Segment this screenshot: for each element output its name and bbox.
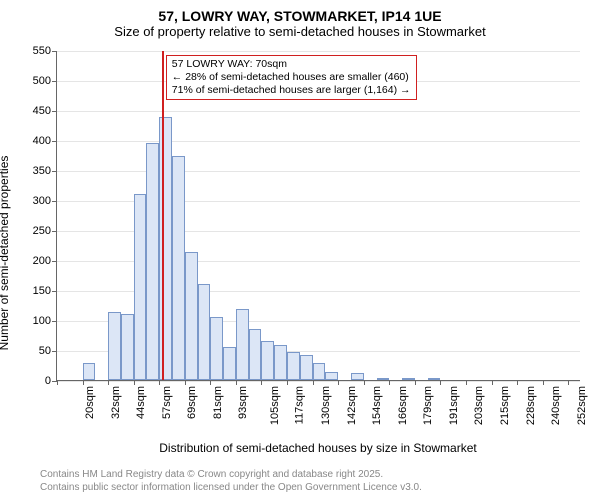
x-tick-label: 93sqm — [237, 386, 249, 419]
histogram-bar — [198, 284, 211, 380]
chart-area: Number of semi-detached properties 05010… — [0, 43, 600, 463]
x-tick-mark — [466, 380, 467, 385]
x-tick-mark — [159, 380, 160, 385]
x-tick-label: 81sqm — [212, 386, 224, 419]
histogram-bar — [108, 312, 121, 380]
x-tick-label: 215sqm — [499, 386, 511, 425]
y-tick-label: 350 — [33, 165, 57, 177]
x-tick-mark — [415, 380, 416, 385]
y-tick-label: 150 — [33, 285, 57, 297]
x-tick-mark — [338, 380, 339, 385]
annotation-box: 57 LOWRY WAY: 70sqm ← 28% of semi-detach… — [166, 55, 417, 100]
x-tick-label: 20sqm — [84, 386, 96, 419]
histogram-bar — [300, 355, 313, 380]
y-tick-label: 50 — [39, 345, 57, 357]
x-tick-label: 142sqm — [346, 386, 358, 425]
x-tick-mark — [210, 380, 211, 385]
y-tick-label: 0 — [45, 375, 57, 387]
y-tick-label: 500 — [33, 75, 57, 87]
x-tick-label: 252sqm — [576, 386, 588, 425]
histogram-bar — [223, 347, 236, 380]
histogram-bar — [121, 314, 134, 380]
x-tick-mark — [364, 380, 365, 385]
annotation-line1: 57 LOWRY WAY: 70sqm — [172, 58, 411, 71]
histogram-bar — [185, 252, 198, 380]
histogram-bar — [351, 373, 364, 380]
x-axis-label: Distribution of semi-detached houses by … — [56, 441, 580, 455]
footer-line2: Contains public sector information licen… — [40, 482, 422, 495]
y-tick-label: 450 — [33, 105, 57, 117]
y-tick-label: 200 — [33, 255, 57, 267]
x-tick-mark — [83, 380, 84, 385]
x-tick-label: 203sqm — [474, 386, 486, 425]
gridline — [57, 111, 580, 112]
x-tick-mark — [389, 380, 390, 385]
histogram-bar — [236, 309, 249, 380]
histogram-bar — [274, 345, 287, 380]
y-tick-label: 100 — [33, 315, 57, 327]
x-tick-mark — [568, 380, 569, 385]
gridline — [57, 141, 580, 142]
histogram-bar — [428, 378, 441, 380]
x-tick-label: 117sqm — [294, 386, 306, 424]
histogram-bar — [325, 372, 338, 380]
x-tick-label: 228sqm — [525, 386, 537, 425]
x-tick-mark — [57, 380, 58, 385]
x-tick-mark — [517, 380, 518, 385]
y-tick-label: 250 — [33, 225, 57, 237]
x-tick-label: 57sqm — [161, 386, 173, 419]
histogram-bar — [261, 341, 274, 380]
x-tick-mark — [261, 380, 262, 385]
gridline — [57, 171, 580, 172]
histogram-bar — [134, 194, 147, 380]
x-tick-label: 154sqm — [371, 386, 383, 425]
footer-line1: Contains HM Land Registry data © Crown c… — [40, 469, 422, 482]
x-tick-label: 240sqm — [550, 386, 562, 425]
gridline — [57, 381, 580, 382]
x-tick-mark — [287, 380, 288, 385]
x-tick-label: 179sqm — [422, 386, 434, 425]
chart-title: 57, LOWRY WAY, STOWMARKET, IP14 1UE — [0, 0, 600, 24]
histogram-bar — [83, 363, 96, 380]
histogram-bar — [172, 156, 185, 380]
annotation-line2: ← 28% of semi-detached houses are smalle… — [172, 71, 411, 84]
x-tick-mark — [134, 380, 135, 385]
footer-attribution: Contains HM Land Registry data © Crown c… — [40, 469, 422, 494]
x-tick-mark — [543, 380, 544, 385]
reference-line — [162, 51, 164, 380]
x-tick-label: 69sqm — [186, 386, 198, 419]
annotation-line3: 71% of semi-detached houses are larger (… — [172, 84, 411, 97]
y-tick-label: 550 — [33, 45, 57, 57]
x-tick-mark — [236, 380, 237, 385]
x-tick-label: 191sqm — [448, 386, 460, 425]
histogram-bar — [210, 317, 223, 380]
histogram-bar — [287, 352, 300, 380]
x-tick-mark — [492, 380, 493, 385]
x-tick-label: 32sqm — [110, 386, 122, 419]
histogram-bar — [249, 329, 262, 380]
y-axis-label: Number of semi-detached properties — [0, 156, 11, 351]
histogram-bar — [313, 363, 326, 380]
x-tick-label: 44sqm — [135, 386, 147, 419]
plot-area: 05010015020025030035040045050055020sqm32… — [56, 51, 580, 381]
histogram-bar — [146, 143, 159, 380]
histogram-bar — [402, 378, 415, 380]
y-tick-label: 300 — [33, 195, 57, 207]
y-tick-label: 400 — [33, 135, 57, 147]
gridline — [57, 51, 580, 52]
x-tick-mark — [108, 380, 109, 385]
x-tick-label: 105sqm — [269, 386, 281, 425]
chart-subtitle: Size of property relative to semi-detach… — [0, 24, 600, 43]
histogram-bar — [377, 378, 390, 380]
x-tick-label: 130sqm — [320, 386, 332, 425]
x-tick-mark — [440, 380, 441, 385]
x-tick-mark — [185, 380, 186, 385]
x-tick-label: 166sqm — [397, 386, 409, 425]
x-tick-mark — [313, 380, 314, 385]
